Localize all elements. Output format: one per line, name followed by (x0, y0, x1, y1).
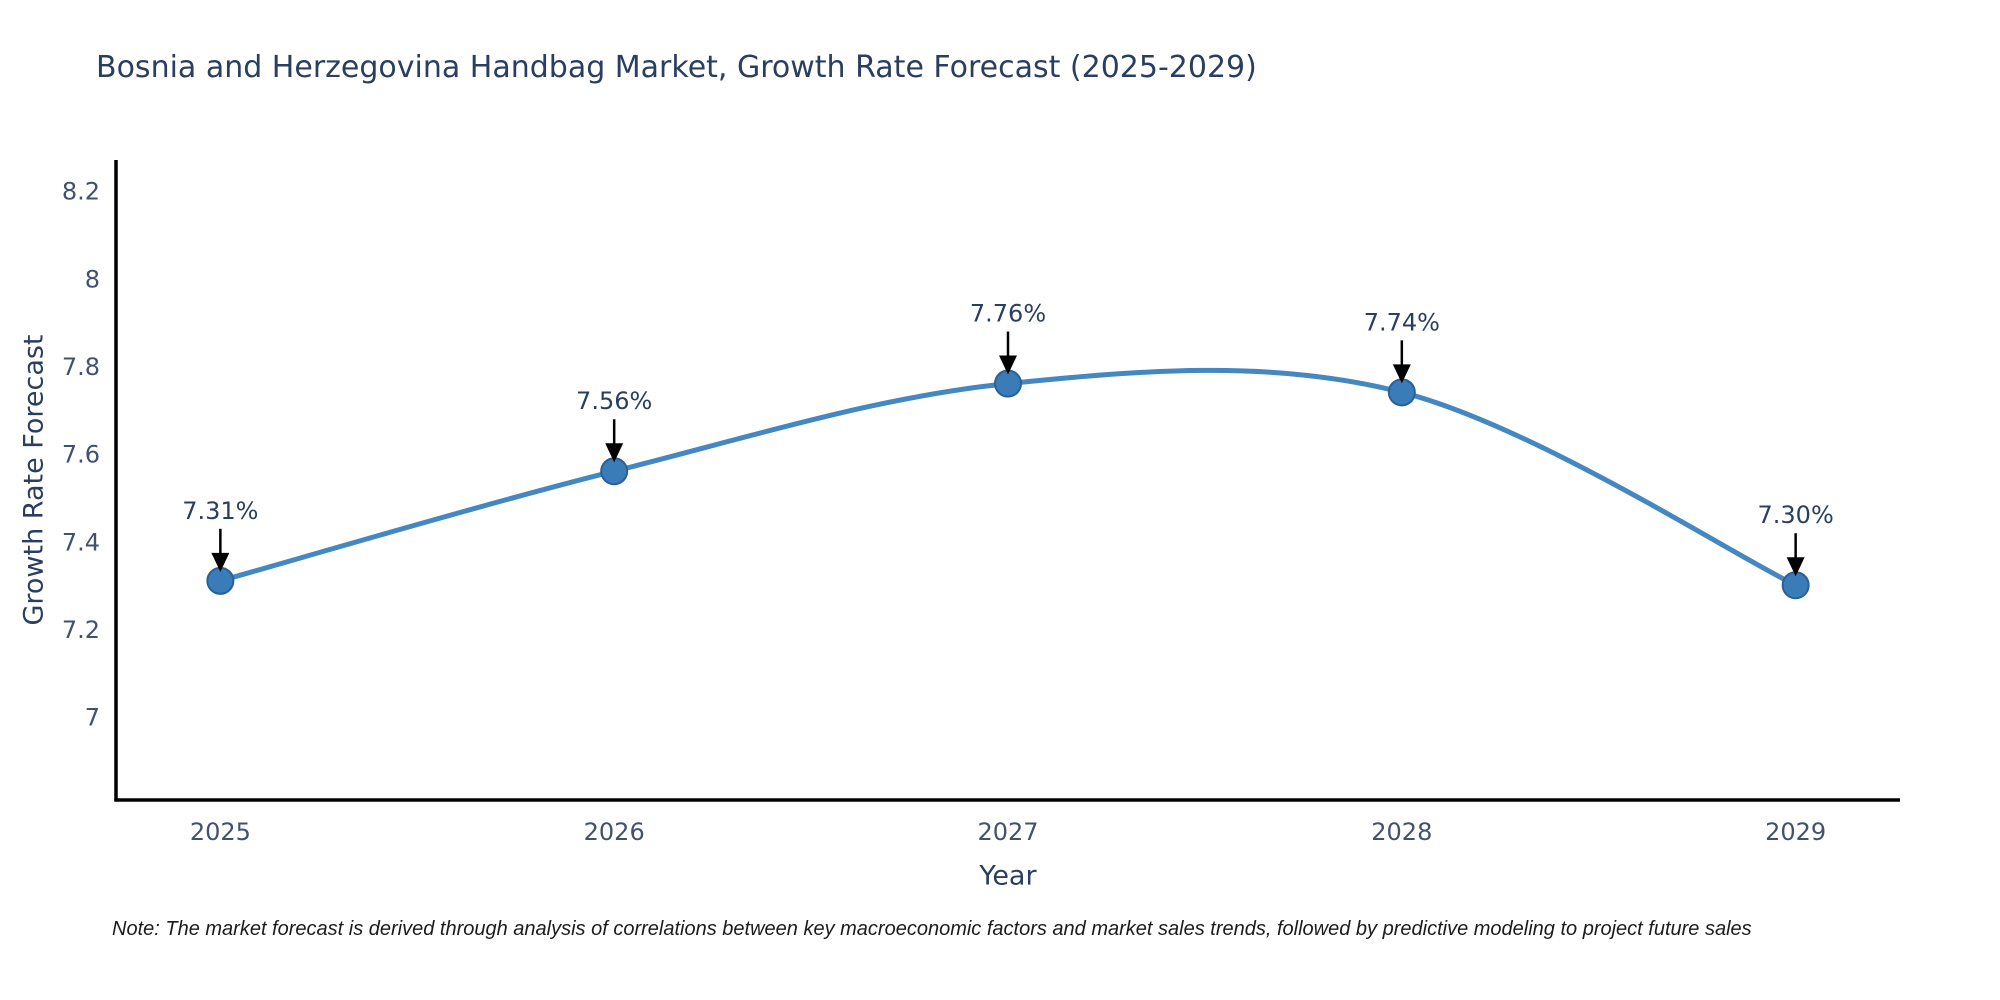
y-tick-label: 8 (85, 265, 100, 293)
annotation-arrowhead (1786, 557, 1805, 577)
annotation-arrowhead (1392, 364, 1411, 384)
y-tick-label: 7 (85, 704, 100, 732)
annotation-label: 7.30% (1758, 501, 1834, 529)
annotation-label: 7.56% (576, 387, 652, 415)
chart-title: Bosnia and Herzegovina Handbag Market, G… (96, 50, 1257, 85)
y-axis-title: Growth Rate Forecast (18, 334, 50, 626)
annotation-arrowhead (605, 443, 624, 463)
x-tick-label: 2026 (584, 818, 645, 846)
annotation-label: 7.76% (970, 300, 1046, 328)
y-tick-label: 8.2 (62, 178, 100, 206)
y-tick-label: 7.6 (62, 441, 100, 469)
annotation-arrowhead (211, 552, 230, 572)
y-tick-label: 7.2 (62, 616, 100, 644)
x-tick-label: 2028 (1371, 818, 1432, 846)
annotation-label: 7.74% (1364, 308, 1440, 336)
x-axis-title: Year (979, 860, 1037, 892)
trend-line (217, 367, 1799, 588)
y-tick-label: 7.8 (62, 353, 100, 381)
x-tick-label: 2029 (1765, 818, 1826, 846)
footnote: Note: The market forecast is derived thr… (112, 918, 1752, 940)
x-tick-label: 2027 (977, 818, 1038, 846)
annotation-arrowhead (999, 355, 1017, 375)
annotation-label: 7.31% (182, 497, 258, 525)
y-tick-label: 7.4 (62, 528, 100, 556)
x-tick-label: 2025 (190, 818, 251, 846)
